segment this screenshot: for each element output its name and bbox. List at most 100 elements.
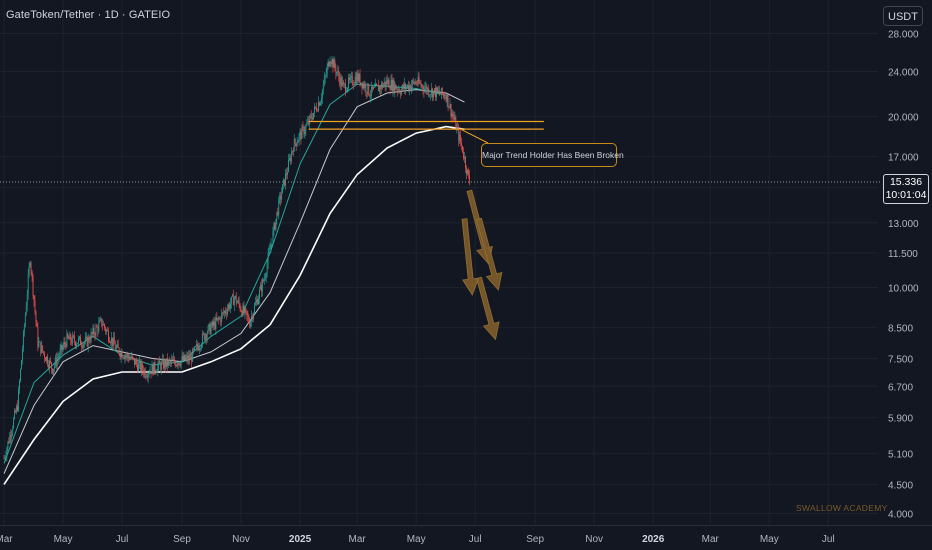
currency-button[interactable]: USDT	[883, 6, 923, 26]
candle	[41, 340, 43, 354]
candle-body	[384, 81, 386, 87]
candle-body	[268, 249, 270, 253]
candle	[11, 430, 13, 444]
candle	[340, 73, 342, 91]
candle	[403, 82, 404, 92]
candle	[367, 82, 369, 98]
candle-body	[319, 102, 320, 106]
candle	[87, 333, 89, 353]
candle	[28, 261, 30, 278]
candle-body	[299, 131, 301, 135]
candle	[399, 87, 401, 94]
candle-body	[417, 77, 419, 84]
candle	[406, 84, 407, 92]
candle-body	[184, 354, 186, 360]
candle	[459, 131, 461, 144]
candle-body	[317, 110, 318, 112]
candle-body	[5, 456, 7, 458]
candle-body	[386, 80, 388, 84]
candle	[348, 73, 349, 92]
candle	[262, 278, 264, 283]
candle-body	[324, 75, 326, 78]
candle	[131, 351, 133, 360]
candle	[123, 355, 125, 360]
candle	[383, 77, 385, 88]
candle-body	[440, 87, 442, 95]
candle-body	[154, 362, 156, 371]
candle-body	[3, 458, 5, 460]
candle	[261, 277, 263, 297]
candle	[53, 363, 55, 373]
candle	[40, 341, 42, 357]
candle	[210, 322, 212, 337]
candle-body	[362, 83, 364, 89]
x-tick-label: Mar	[349, 534, 367, 545]
candle	[142, 365, 144, 378]
candle	[152, 363, 154, 377]
candle-body	[437, 87, 438, 92]
candle	[238, 296, 240, 308]
candle-body	[123, 357, 125, 359]
candle-body	[298, 134, 300, 141]
candle-body	[109, 340, 110, 343]
candle-body	[445, 97, 447, 102]
candle-body	[340, 77, 342, 85]
candle-body	[436, 87, 437, 97]
candle-body	[301, 126, 303, 139]
candle	[44, 351, 46, 363]
candle	[113, 331, 115, 345]
candle	[300, 128, 302, 145]
candle-body	[269, 248, 271, 250]
candle-body	[54, 357, 56, 366]
candle-body	[250, 320, 252, 327]
candle	[69, 331, 71, 340]
candle	[287, 167, 288, 180]
candle-body	[155, 371, 157, 372]
candle	[332, 57, 334, 73]
candle	[328, 61, 330, 68]
candle	[136, 357, 137, 368]
candle	[266, 258, 268, 278]
candle	[464, 152, 465, 163]
candle	[71, 336, 73, 346]
candle-body	[199, 348, 200, 351]
candle-body	[361, 82, 363, 89]
candle	[70, 333, 72, 346]
candle	[281, 187, 283, 204]
candle-body	[450, 104, 452, 117]
candle	[296, 137, 298, 147]
candle-body	[121, 351, 123, 358]
candle	[319, 101, 320, 107]
candle-body	[221, 313, 223, 323]
candle-body	[393, 80, 395, 93]
candle-body	[309, 115, 311, 125]
candle-body	[172, 358, 174, 361]
candle	[365, 82, 367, 97]
candle-body	[194, 346, 195, 350]
candle-body	[16, 405, 17, 413]
candle	[63, 337, 65, 350]
candle	[188, 350, 190, 366]
candle-body	[21, 349, 23, 361]
candle	[122, 356, 124, 360]
candle	[108, 327, 109, 344]
candle	[109, 336, 110, 343]
candle	[163, 354, 165, 371]
candle-body	[31, 271, 33, 276]
candle-body	[413, 81, 415, 84]
candle-body	[434, 88, 435, 91]
candle-body	[21, 360, 22, 370]
candle-body	[42, 345, 44, 352]
candle-body	[120, 351, 122, 357]
candle	[228, 303, 229, 312]
candle	[45, 357, 46, 361]
moving-averages-layer	[3, 83, 465, 485]
candle-body	[378, 85, 379, 92]
candle	[205, 333, 207, 345]
y-tick-label: 5.900	[888, 414, 913, 425]
candle	[49, 358, 50, 374]
candle	[89, 335, 91, 346]
candle	[174, 360, 176, 368]
candle-body	[242, 305, 244, 316]
